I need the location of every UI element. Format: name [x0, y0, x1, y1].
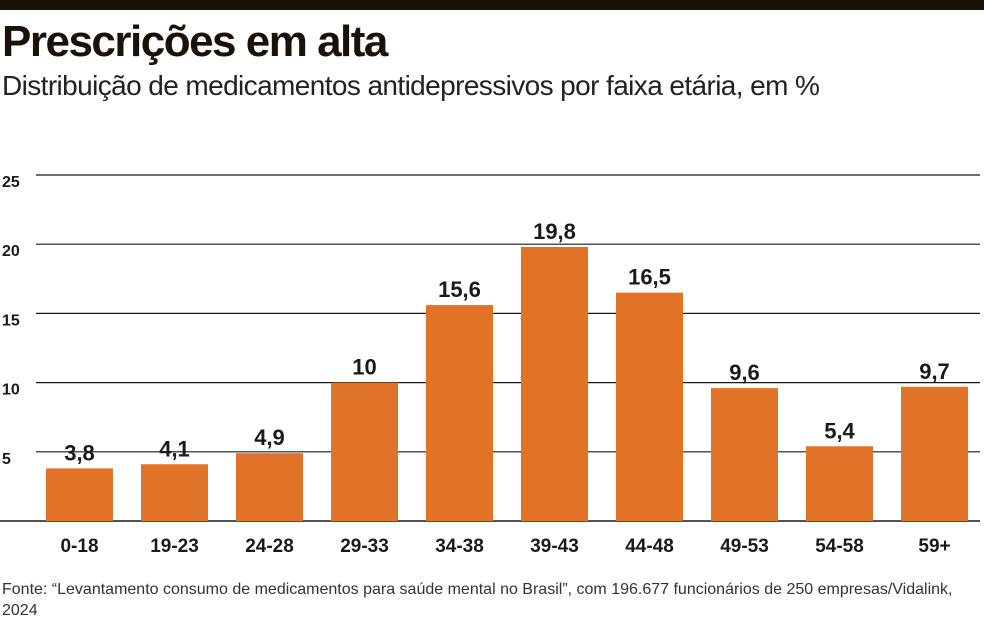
bar-value-label: 4,9 [254, 425, 285, 450]
bar [46, 468, 113, 521]
bar-value-label: 16,5 [628, 265, 671, 290]
bar-value-label: 3,8 [64, 440, 95, 465]
x-tick-label: 0-18 [60, 536, 98, 557]
bar-chart: 5 10 15 20 25 3,8 0-18 4,1 19-23 4,9 24-28 10 29-33 1… [0, 174, 980, 557]
y-tick-label: 10 [2, 382, 20, 399]
bar-value-label: 10 [352, 355, 376, 380]
bar-value-label: 5,4 [824, 418, 855, 443]
bar [141, 464, 208, 521]
x-tick-label: 54-58 [815, 536, 864, 557]
bar [426, 305, 493, 521]
x-tick-label: 34-38 [435, 536, 484, 557]
chart-title: Prescrições em alta [2, 17, 388, 66]
x-tick-label: 24-28 [245, 536, 294, 557]
x-tick-label: 19-23 [150, 536, 199, 557]
x-tick-label: 29-33 [340, 536, 389, 557]
bar-value-label: 4,1 [159, 436, 190, 461]
y-tick-label: 5 [2, 451, 11, 468]
y-tick-label: 15 [2, 312, 20, 329]
bar-value-label: 9,7 [919, 359, 950, 384]
top-rule [0, 0, 984, 10]
y-tick-label: 20 [2, 243, 20, 260]
x-tick-label: 49-53 [720, 536, 769, 557]
bar [806, 446, 873, 521]
bar [331, 382, 398, 521]
bar [901, 386, 968, 521]
x-tick-label: 39-43 [530, 536, 579, 557]
bar-value-label: 9,6 [729, 360, 760, 385]
source-note: Fonte: “Levantamento consumo de medicame… [2, 581, 953, 619]
bar-value-label: 19,8 [533, 219, 576, 244]
chart-subtitle: Distribuição de medicamentos antidepress… [2, 70, 820, 101]
x-tick-label: 44-48 [625, 536, 674, 557]
bar [711, 388, 778, 521]
bar [521, 246, 588, 521]
bar [616, 292, 683, 521]
x-tick-label: 59+ [918, 536, 950, 557]
bar [236, 453, 303, 521]
bar-value-label: 15,6 [438, 277, 481, 302]
y-tick-label: 25 [2, 174, 20, 191]
